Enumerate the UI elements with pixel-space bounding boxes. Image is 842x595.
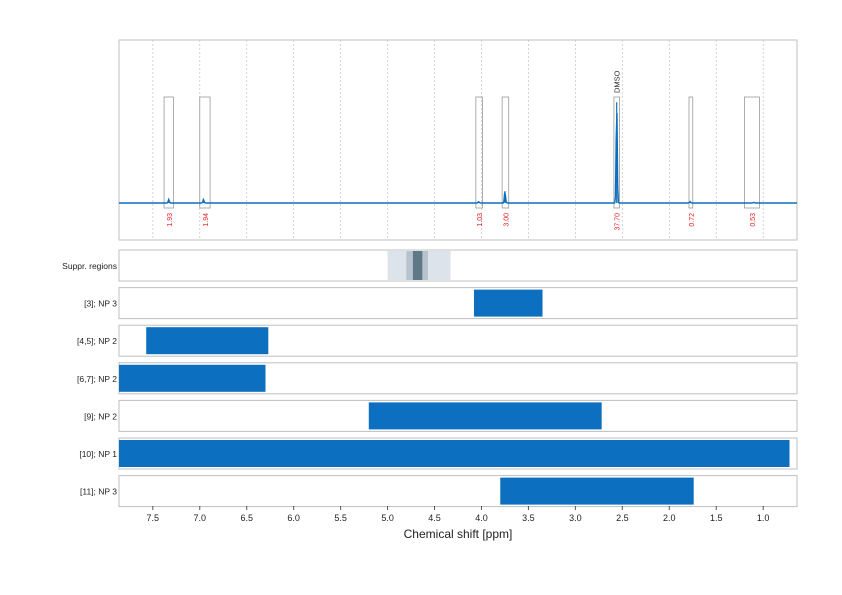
range-bar: [500, 477, 694, 505]
peak-annotation: DMSO: [613, 70, 622, 93]
integral-value: 0.72: [689, 213, 696, 227]
x-tick-label: 2.5: [616, 513, 629, 523]
range-rows: Suppr. regions [3]; NP 3 [4,5]; NP 2 [6,7];…: [62, 249, 798, 508]
range-bar: [119, 364, 266, 392]
integration-box: [475, 96, 483, 209]
x-tick-label: 1.5: [710, 513, 723, 523]
x-tick-label: 6.0: [287, 513, 300, 523]
x-tick-label: 6.5: [240, 513, 253, 523]
integral-layer: 1.93 1.94 1.03 3.00 37.70 DMSO 0.72 0.53: [163, 70, 760, 231]
integration-box: [199, 96, 211, 209]
suppressed-band: [412, 251, 423, 280]
range-bar: [146, 327, 269, 355]
row-label: [6,7]; NP 2: [77, 374, 117, 384]
row-label: [9]; NP 2: [84, 411, 117, 421]
x-axis-label: Chemical shift [ppm]: [404, 527, 513, 541]
integration-box: [613, 96, 620, 209]
spectrum-line: [119, 112, 797, 204]
row-label: Suppr. regions: [62, 261, 117, 271]
range-bar: [368, 402, 602, 430]
range-bar: [473, 289, 543, 317]
integral-value: 0.53: [750, 213, 757, 227]
row-label: [3]; NP 3: [84, 299, 117, 309]
range-bar: [119, 440, 790, 467]
row-label: [10]; NP 1: [79, 449, 117, 459]
x-tick-label: 4.5: [428, 513, 441, 523]
integral-value: 3.00: [503, 213, 510, 227]
spectrum-panel: [118, 39, 798, 241]
x-tick-label: 7.0: [194, 513, 207, 523]
integration-box: [688, 96, 694, 209]
x-tick-label: 5.5: [334, 513, 347, 523]
row-label: [11]; NP 3: [80, 487, 117, 497]
x-tick-label: 3.5: [522, 513, 535, 523]
x-tick-label: 7.5: [147, 513, 160, 523]
x-tick-label: 4.0: [475, 513, 488, 523]
integration-box: [744, 96, 760, 209]
x-tick-label: 1.0: [757, 513, 770, 523]
integration-box: [163, 96, 174, 209]
range-row-frame: [118, 475, 798, 508]
integral-value: 1.03: [477, 213, 484, 227]
suppr-row-frame: [118, 249, 798, 282]
grid-layer: [152, 40, 764, 240]
range-row-frame: [118, 287, 798, 320]
integral-value: 1.94: [203, 213, 210, 227]
x-tick-label: 2.0: [663, 513, 676, 523]
spectrum-layer: [119, 102, 797, 204]
x-axis: 7.5 7.0 6.5 6.0 5.5 5.0 4.5 4.0 3.5 3.0 2.5 2.0 1.5 1…: [147, 506, 770, 523]
integration-box: [501, 96, 510, 209]
row-label: [4,5]; NP 2: [77, 336, 117, 346]
integral-value: 1.93: [167, 213, 174, 227]
x-tick-label: 3.0: [569, 513, 582, 523]
integral-value: 37.70: [615, 213, 622, 231]
x-tick-label: 5.0: [381, 513, 394, 523]
